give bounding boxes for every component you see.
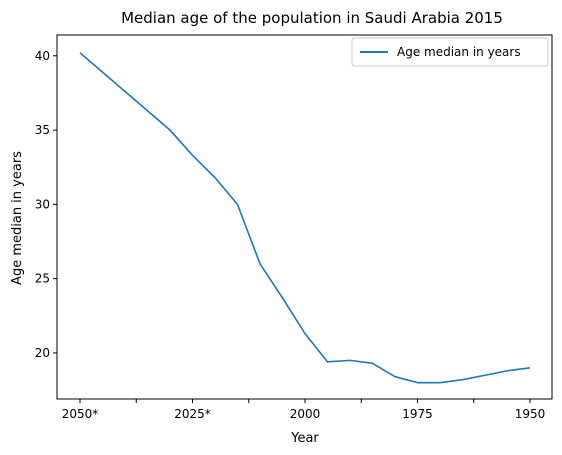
x-tick-label: 2000 — [290, 407, 321, 421]
y-tick-label: 25 — [35, 272, 50, 286]
x-tick-label: 2050* — [62, 407, 99, 421]
legend-entry-label: Age median in years — [397, 45, 521, 59]
series-line — [79, 52, 531, 384]
plot-frame — [56, 34, 553, 400]
y-tick-label: 30 — [35, 197, 50, 211]
x-tick-label: 1950 — [515, 407, 546, 421]
y-tick-label: 35 — [35, 123, 50, 137]
y-tick-label: 20 — [35, 346, 50, 360]
x-tick-label: 2025* — [174, 407, 211, 421]
legend: Age median in years — [351, 37, 549, 67]
chart-title: Median age of the population in Saudi Ar… — [121, 9, 503, 27]
legend-box — [351, 37, 549, 67]
plot-area: 20 25 30 35 40 2050* 2025* 2000 1975 1950 — [35, 34, 553, 421]
y-axis-label: Age median in years — [10, 151, 25, 285]
x-tick-label: 1975 — [402, 407, 433, 421]
x-axis-label: Year — [290, 431, 319, 446]
y-tick-label: 40 — [35, 49, 50, 63]
